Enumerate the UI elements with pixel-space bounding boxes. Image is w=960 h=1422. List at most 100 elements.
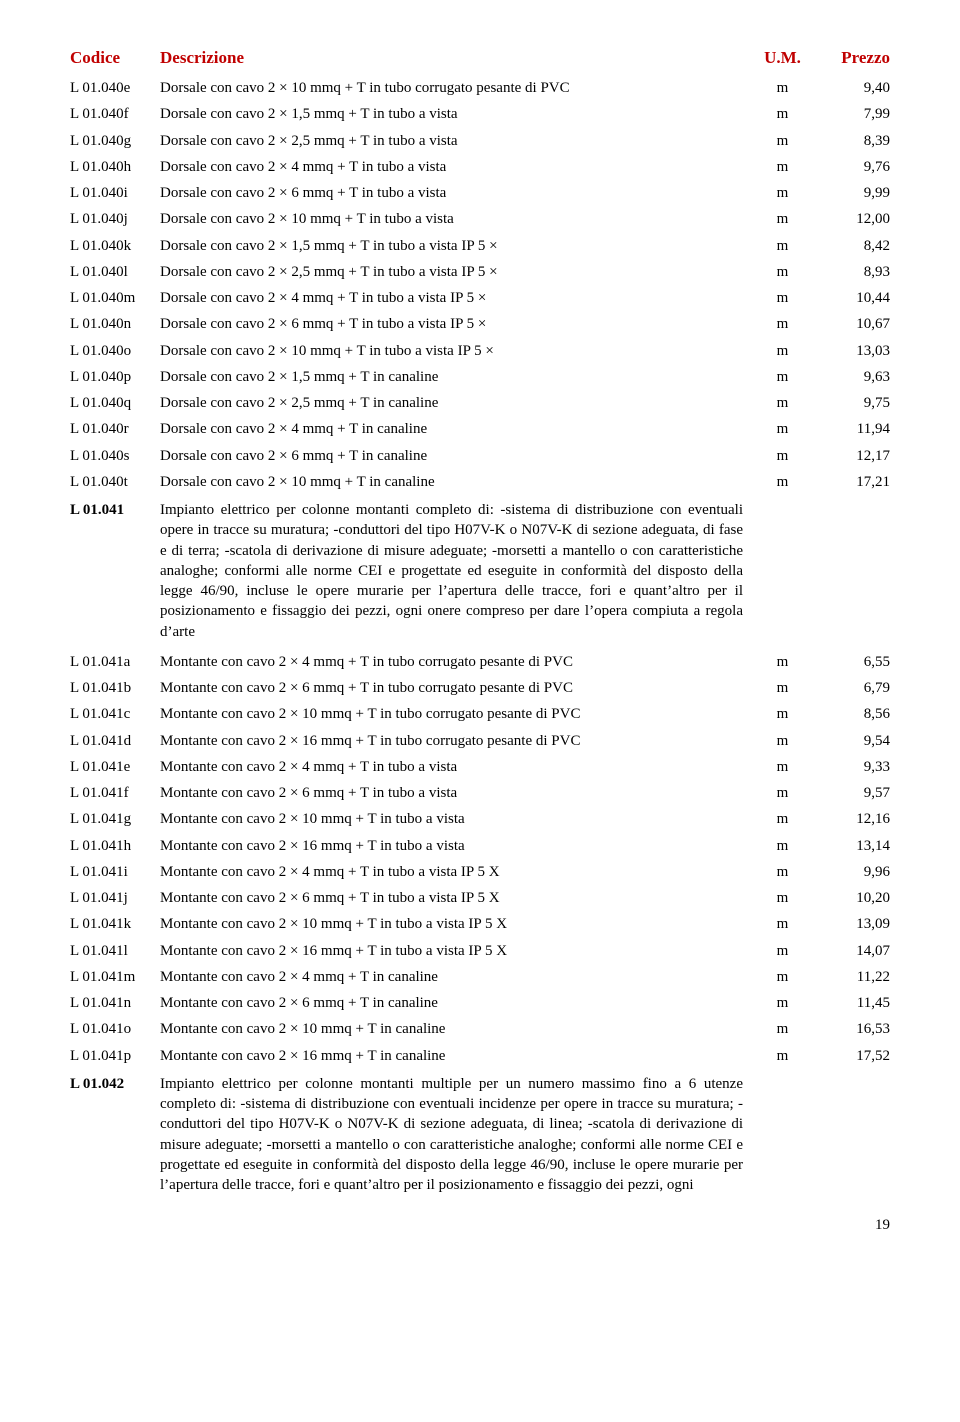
row-price: 13,09 xyxy=(810,914,890,934)
row-price: 11,94 xyxy=(810,419,890,439)
row-code: L 01.040p xyxy=(70,367,160,387)
row-desc: Dorsale con cavo 2 × 10 mmq + T in canal… xyxy=(160,472,755,492)
table-row: L 01.041pMontante con cavo 2 × 16 mmq + … xyxy=(70,1046,890,1066)
header-code: Codice xyxy=(70,48,160,68)
row-um: m xyxy=(755,783,810,803)
row-desc: Impianto elettrico per colonne montanti … xyxy=(160,1074,755,1196)
row-code: L 01.041f xyxy=(70,783,160,803)
table-row: L 01.040sDorsale con cavo 2 × 6 mmq + T … xyxy=(70,446,890,466)
row-um: m xyxy=(755,941,810,961)
table-row: L 01.040iDorsale con cavo 2 × 6 mmq + T … xyxy=(70,183,890,203)
table-row: L 01.040mDorsale con cavo 2 × 4 mmq + T … xyxy=(70,288,890,308)
row-code: L 01.041g xyxy=(70,809,160,829)
table-body: L 01.040e Dorsale con cavo 2 × 10 mmq + T… xyxy=(70,78,890,1195)
row-um: m xyxy=(755,1019,810,1039)
row-price: 10,44 xyxy=(810,288,890,308)
table-row: L 01.040hDorsale con cavo 2 × 4 mmq + T … xyxy=(70,157,890,177)
page-number: 19 xyxy=(70,1217,890,1234)
table-row: L 01.040lDorsale con cavo 2 × 2,5 mmq + … xyxy=(70,262,890,282)
table-row: L 01.040qDorsale con cavo 2 × 2,5 mmq + … xyxy=(70,393,890,413)
row-code: L 01.040r xyxy=(70,419,160,439)
row-um: m xyxy=(755,888,810,908)
row-desc: Montante con cavo 2 × 6 mmq + T in tubo … xyxy=(160,783,755,803)
table-row: L 01.040jDorsale con cavo 2 × 10 mmq + T… xyxy=(70,209,890,229)
row-price: 16,53 xyxy=(810,1019,890,1039)
row-desc: Montante con cavo 2 × 16 mmq + T in cana… xyxy=(160,1046,755,1066)
row-code: L 01.040f xyxy=(70,104,160,124)
table-row: L 01.041cMontante con cavo 2 × 10 mmq + … xyxy=(70,704,890,724)
row-desc: Montante con cavo 2 × 10 mmq + T in tubo… xyxy=(160,809,755,829)
table-row: L 01.041aMontante con cavo 2 × 4 mmq + T… xyxy=(70,652,890,672)
row-um: m xyxy=(755,288,810,308)
row-price: 9,33 xyxy=(810,757,890,777)
row-code: L 01.040h xyxy=(70,157,160,177)
row-um: m xyxy=(755,209,810,229)
row-desc: Montante con cavo 2 × 4 mmq + T in tubo … xyxy=(160,652,755,672)
row-code: L 01.041l xyxy=(70,941,160,961)
row-code: L 01.040t xyxy=(70,472,160,492)
row-price: 13,14 xyxy=(810,836,890,856)
row-desc: Dorsale con cavo 2 × 2,5 mmq + T in cana… xyxy=(160,393,755,413)
table-row: L 01.041jMontante con cavo 2 × 6 mmq + T… xyxy=(70,888,890,908)
row-um: m xyxy=(755,678,810,698)
table-row: L 01.041fMontante con cavo 2 × 6 mmq + T… xyxy=(70,783,890,803)
table-row: L 01.041hMontante con cavo 2 × 16 mmq + … xyxy=(70,836,890,856)
row-price: 8,42 xyxy=(810,236,890,256)
row-price: 12,00 xyxy=(810,209,890,229)
row-um: m xyxy=(755,472,810,492)
row-code: L 01.041a xyxy=(70,652,160,672)
row-um: m xyxy=(755,914,810,934)
row-code: L 01.041o xyxy=(70,1019,160,1039)
row-um: m xyxy=(755,862,810,882)
row-code: L 01.041e xyxy=(70,757,160,777)
row-um: m xyxy=(755,446,810,466)
row-um: m xyxy=(755,78,810,98)
row-um: m xyxy=(755,393,810,413)
row-desc: Dorsale con cavo 2 × 2,5 mmq + T in tubo… xyxy=(160,131,755,151)
row-price: 9,54 xyxy=(810,731,890,751)
row-desc: Montante con cavo 2 × 16 mmq + T in tubo… xyxy=(160,836,755,856)
row-um: m xyxy=(755,341,810,361)
row-desc: Dorsale con cavo 2 × 6 mmq + T in tubo a… xyxy=(160,314,755,334)
row-price: 8,56 xyxy=(810,704,890,724)
row-price: 10,20 xyxy=(810,888,890,908)
row-code: L 01.041n xyxy=(70,993,160,1013)
table-row: L 01.041oMontante con cavo 2 × 10 mmq + … xyxy=(70,1019,890,1039)
page: Codice Descrizione U.M. Prezzo L 01.040e… xyxy=(0,0,960,1274)
row-desc: Montante con cavo 2 × 10 mmq + T in tubo… xyxy=(160,914,755,934)
row-desc: Dorsale con cavo 2 × 4 mmq + T in tubo a… xyxy=(160,288,755,308)
row-desc: Montante con cavo 2 × 16 mmq + T in tubo… xyxy=(160,941,755,961)
row-um: m xyxy=(755,104,810,124)
table-row: L 01.041nMontante con cavo 2 × 6 mmq + T… xyxy=(70,993,890,1013)
row-desc: Montante con cavo 2 × 6 mmq + T in tubo … xyxy=(160,678,755,698)
table-row: L 01.040tDorsale con cavo 2 × 10 mmq + T… xyxy=(70,472,890,492)
row-code: L 01.040g xyxy=(70,131,160,151)
table-row: L 01.040oDorsale con cavo 2 × 10 mmq + T… xyxy=(70,341,890,361)
row-um: m xyxy=(755,836,810,856)
row-price: 9,76 xyxy=(810,157,890,177)
row-code: L 01.041p xyxy=(70,1046,160,1066)
row-price: 12,16 xyxy=(810,809,890,829)
row-desc: Montante con cavo 2 × 6 mmq + T in canal… xyxy=(160,993,755,1013)
row-code: L 01.040e xyxy=(70,78,160,98)
row-um: m xyxy=(755,652,810,672)
row-um: m xyxy=(755,157,810,177)
row-desc: Dorsale con cavo 2 × 6 mmq + T in tubo a… xyxy=(160,183,755,203)
row-desc: Dorsale con cavo 2 × 1,5 mmq + T in tubo… xyxy=(160,104,755,124)
row-code: L 01.040q xyxy=(70,393,160,413)
row-code: L 01.041c xyxy=(70,704,160,724)
row-code: L 01.041d xyxy=(70,731,160,751)
table-row: L 01.041eMontante con cavo 2 × 4 mmq + T… xyxy=(70,757,890,777)
row-code: L 01.040j xyxy=(70,209,160,229)
table-row: L 01.040gDorsale con cavo 2 × 2,5 mmq + … xyxy=(70,131,890,151)
row-price: 13,03 xyxy=(810,341,890,361)
row-code: L 01.041m xyxy=(70,967,160,987)
row-um: m xyxy=(755,367,810,387)
row-code: L 01.042 xyxy=(70,1074,160,1094)
row-desc: Dorsale con cavo 2 × 1,5 mmq + T in cana… xyxy=(160,367,755,387)
row-price: 17,21 xyxy=(810,472,890,492)
row-price: 9,99 xyxy=(810,183,890,203)
row-price: 9,96 xyxy=(810,862,890,882)
row-price: 14,07 xyxy=(810,941,890,961)
row-price: 8,39 xyxy=(810,131,890,151)
